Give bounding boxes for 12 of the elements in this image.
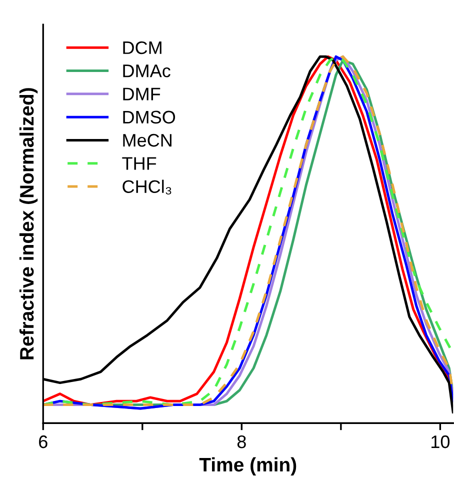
legend-label: THF [122,157,156,170]
legend-label: MeCN [123,134,172,147]
x-tick-label: 6 [39,435,48,448]
legend-label: DCM [123,41,162,54]
y-axis-title: Refractive index (Normalized) [19,88,38,360]
x-tick-label: 10 [432,435,450,448]
legend-label: CHCl₃ [122,180,172,194]
legend-label: DMF [123,88,160,100]
x-axis-title: Time (min) [199,457,296,476]
x-tick-label: 8 [237,435,246,448]
legend-label: DMAc [123,64,170,78]
legend-label: DMSO [123,110,176,124]
